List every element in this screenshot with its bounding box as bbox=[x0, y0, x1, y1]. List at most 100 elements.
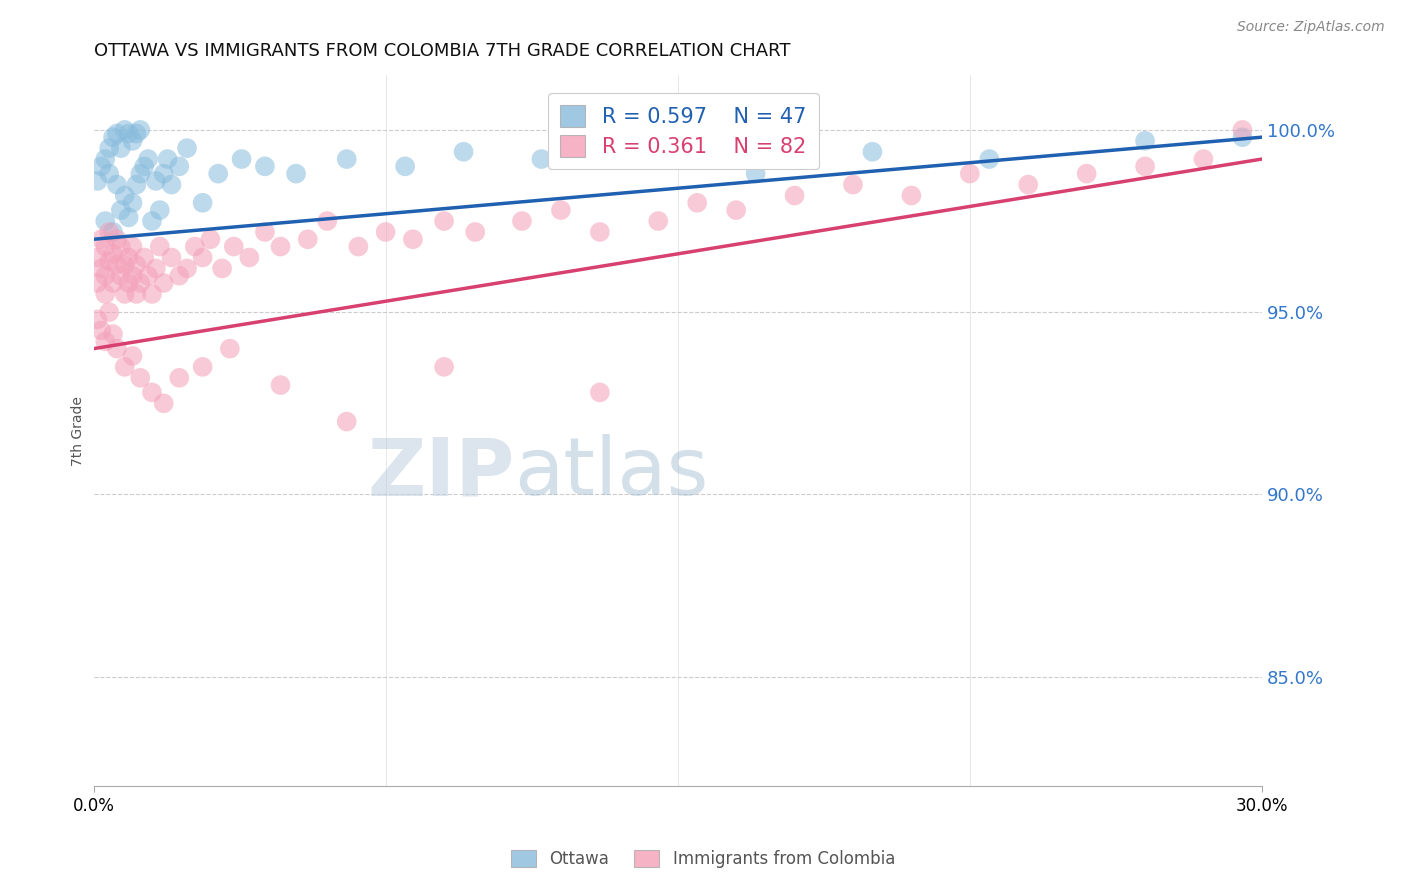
Point bbox=[90, 159, 112, 173]
Point bbox=[402, 232, 425, 246]
Point bbox=[211, 261, 233, 276]
Point bbox=[647, 214, 669, 228]
Point bbox=[121, 195, 143, 210]
Point bbox=[152, 276, 174, 290]
Point bbox=[686, 195, 709, 210]
Point bbox=[238, 251, 260, 265]
Point bbox=[105, 258, 128, 272]
Point bbox=[253, 225, 276, 239]
Point bbox=[530, 152, 553, 166]
Point bbox=[94, 239, 117, 253]
Point bbox=[121, 239, 143, 253]
Point bbox=[167, 268, 190, 283]
Point bbox=[783, 188, 806, 202]
Text: ZIP: ZIP bbox=[367, 434, 515, 512]
Point bbox=[86, 251, 108, 265]
Point bbox=[589, 225, 612, 239]
Point bbox=[125, 127, 148, 141]
Point bbox=[433, 359, 456, 374]
Point bbox=[842, 178, 865, 192]
Point bbox=[101, 130, 124, 145]
Point bbox=[145, 174, 167, 188]
Point bbox=[94, 268, 117, 283]
Point bbox=[101, 247, 124, 261]
Point bbox=[101, 225, 124, 239]
Y-axis label: 7th Grade: 7th Grade bbox=[72, 396, 86, 466]
Point bbox=[125, 287, 148, 301]
Text: atlas: atlas bbox=[515, 434, 709, 512]
Point bbox=[167, 371, 190, 385]
Point bbox=[222, 239, 245, 253]
Point bbox=[101, 327, 124, 342]
Point bbox=[110, 203, 132, 218]
Point bbox=[114, 359, 136, 374]
Point bbox=[86, 276, 108, 290]
Point bbox=[900, 188, 922, 202]
Point bbox=[125, 258, 148, 272]
Point bbox=[114, 123, 136, 137]
Point bbox=[433, 214, 456, 228]
Point bbox=[253, 159, 276, 173]
Point bbox=[136, 268, 159, 283]
Point bbox=[141, 385, 163, 400]
Point bbox=[200, 232, 222, 246]
Point bbox=[191, 359, 214, 374]
Point bbox=[744, 167, 766, 181]
Point bbox=[110, 239, 132, 253]
Point bbox=[117, 211, 139, 225]
Point bbox=[285, 167, 308, 181]
Point bbox=[1232, 123, 1254, 137]
Point bbox=[90, 232, 112, 246]
Point bbox=[336, 415, 359, 429]
Point bbox=[90, 261, 112, 276]
Point bbox=[86, 312, 108, 326]
Point bbox=[1133, 134, 1156, 148]
Point bbox=[141, 214, 163, 228]
Point bbox=[1192, 152, 1215, 166]
Point bbox=[110, 141, 132, 155]
Point bbox=[959, 167, 981, 181]
Point bbox=[94, 152, 117, 166]
Point bbox=[1076, 167, 1098, 181]
Point bbox=[98, 141, 121, 155]
Point bbox=[270, 378, 292, 392]
Point bbox=[141, 287, 163, 301]
Point bbox=[98, 254, 121, 268]
Point bbox=[862, 145, 884, 159]
Point bbox=[156, 152, 179, 166]
Point bbox=[117, 276, 139, 290]
Point bbox=[94, 214, 117, 228]
Point bbox=[121, 134, 143, 148]
Point bbox=[725, 203, 748, 218]
Point bbox=[176, 261, 198, 276]
Point bbox=[316, 214, 339, 228]
Point bbox=[347, 239, 370, 253]
Point bbox=[453, 145, 475, 159]
Point bbox=[94, 287, 117, 301]
Point bbox=[125, 178, 148, 192]
Point bbox=[134, 251, 156, 265]
Point bbox=[464, 225, 486, 239]
Point bbox=[117, 127, 139, 141]
Point bbox=[136, 152, 159, 166]
Point bbox=[1232, 130, 1254, 145]
Point bbox=[1017, 178, 1039, 192]
Point bbox=[90, 323, 112, 337]
Legend: Ottawa, Immigrants from Colombia: Ottawa, Immigrants from Colombia bbox=[505, 843, 901, 875]
Point bbox=[117, 251, 139, 265]
Text: OTTAWA VS IMMIGRANTS FROM COLOMBIA 7TH GRADE CORRELATION CHART: OTTAWA VS IMMIGRANTS FROM COLOMBIA 7TH G… bbox=[94, 42, 790, 60]
Text: Source: ZipAtlas.com: Source: ZipAtlas.com bbox=[1237, 20, 1385, 34]
Point bbox=[184, 239, 207, 253]
Point bbox=[149, 239, 172, 253]
Point bbox=[1133, 159, 1156, 173]
Point bbox=[129, 371, 152, 385]
Point bbox=[589, 385, 612, 400]
Point bbox=[98, 167, 121, 181]
Point bbox=[207, 167, 229, 181]
Point bbox=[152, 396, 174, 410]
Point bbox=[121, 349, 143, 363]
Point bbox=[98, 225, 121, 239]
Point bbox=[114, 258, 136, 272]
Point bbox=[191, 251, 214, 265]
Point bbox=[979, 152, 1001, 166]
